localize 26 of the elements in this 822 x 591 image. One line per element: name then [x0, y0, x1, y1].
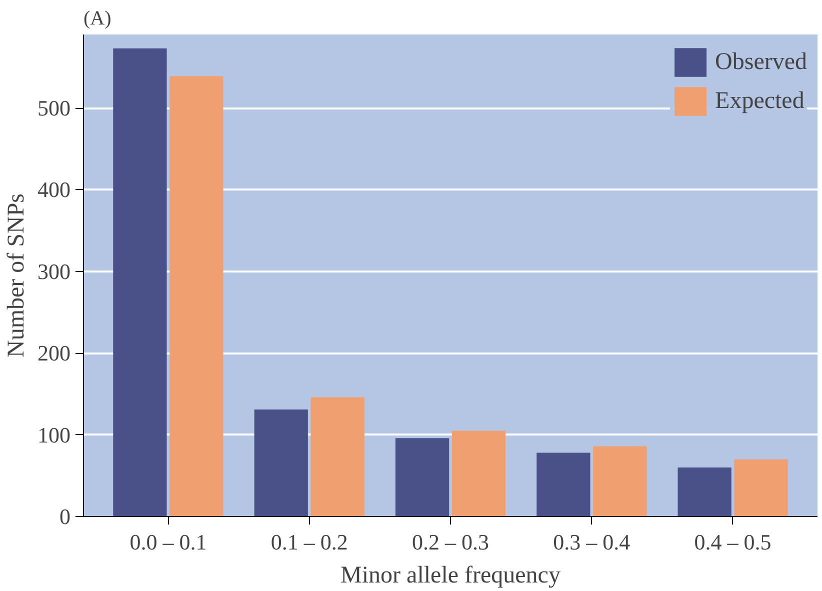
y-tick-label: 0: [60, 504, 70, 529]
bar: [536, 452, 590, 516]
y-tick-label: 400: [38, 177, 70, 202]
y-tick-label: 200: [38, 340, 70, 366]
y-tick-label: 100: [38, 422, 70, 448]
bar: [452, 430, 506, 516]
x-axis-title: Minor allele frequency: [340, 562, 560, 588]
x-tick-label: 0.1 – 0.2: [270, 530, 348, 554]
x-tick-label: 0.2 – 0.3: [412, 530, 489, 554]
y-tick-label: 300: [38, 258, 70, 284]
bar: [254, 409, 308, 516]
y-axis-title: Number of SNPs: [4, 193, 30, 358]
x-tick-label: 0.3 – 0.4: [553, 530, 630, 554]
bar: [593, 446, 647, 516]
bar: [734, 459, 788, 516]
legend-label: Observed: [715, 48, 807, 76]
bar: [678, 467, 732, 516]
y-tick-label: 500: [38, 96, 70, 121]
x-tick-label: 0.0 – 0.1: [130, 530, 207, 554]
legend-label: Expected: [715, 86, 804, 116]
text: (A): [84, 8, 112, 30]
bar: [310, 397, 364, 516]
x-tick-label: 0.4 – 0.5: [694, 530, 772, 554]
bar: [170, 76, 224, 516]
bar: [113, 48, 167, 516]
bar: [395, 438, 450, 516]
